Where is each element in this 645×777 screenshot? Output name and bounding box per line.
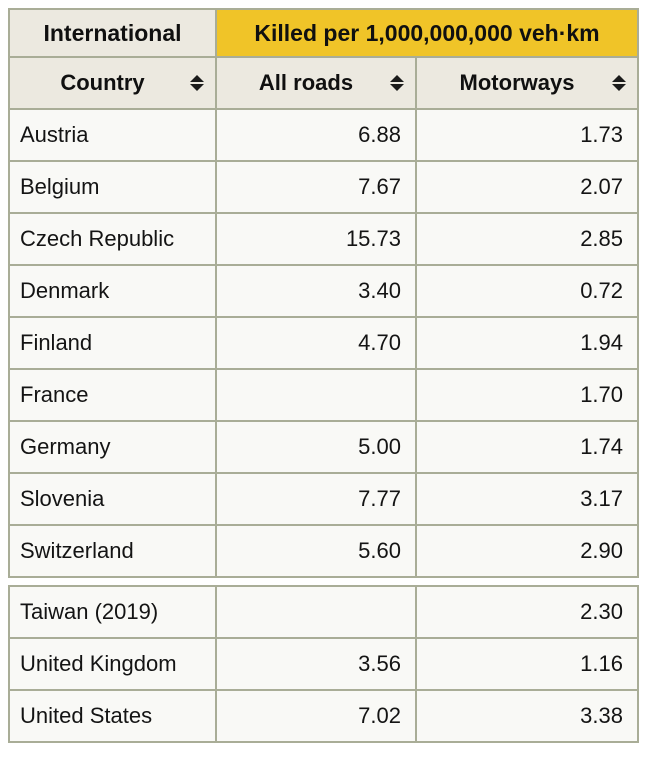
country-cell: Czech Republic xyxy=(8,212,217,266)
motorways-cell: 3.38 xyxy=(415,689,639,743)
country-cell: Denmark xyxy=(8,264,217,318)
all-roads-cell xyxy=(215,368,417,422)
country-cell: Belgium xyxy=(8,160,217,214)
sort-icon xyxy=(612,75,627,91)
table-row-switzerland: Switzerland 5.60 2.90 xyxy=(8,524,640,578)
column-header-motorways-label: Motorways xyxy=(459,70,575,95)
table-row-united-states: United States 7.02 3.38 xyxy=(8,689,639,743)
table-row-slovenia: Slovenia 7.77 3.17 xyxy=(8,472,640,526)
table-row-taiwan: Taiwan (2019) 2.30 xyxy=(8,585,639,639)
country-cell: United Kingdom xyxy=(8,637,217,691)
all-roads-cell: 5.00 xyxy=(215,420,417,474)
table-row-germany: Germany 5.00 1.74 xyxy=(8,420,640,474)
table-row-belgium: Belgium 7.67 2.07 xyxy=(8,160,640,214)
country-cell: United States xyxy=(8,689,217,743)
all-roads-cell: 7.02 xyxy=(215,689,417,743)
all-roads-cell: 3.40 xyxy=(215,264,417,318)
motorways-cell: 2.85 xyxy=(414,212,640,266)
column-header-all-roads-label: All roads xyxy=(258,70,354,95)
country-cell: Austria xyxy=(8,108,217,162)
motorways-cell: 1.73 xyxy=(414,108,640,162)
motorways-cell: 2.30 xyxy=(415,585,639,639)
all-roads-cell: 5.60 xyxy=(215,524,417,578)
table-row-france: France 1.70 xyxy=(8,368,640,422)
column-header-country[interactable]: Country xyxy=(8,56,217,110)
motorways-cell: 1.16 xyxy=(415,637,639,691)
all-roads-cell: 15.73 xyxy=(215,212,417,266)
motorways-cell: 1.74 xyxy=(414,420,640,474)
sort-icon xyxy=(190,75,204,91)
motorways-cell: 2.90 xyxy=(414,524,640,578)
group-header-row: International Killed per 1,000,000,000 v… xyxy=(8,8,640,58)
group-header-international: International xyxy=(8,8,217,58)
all-roads-cell: 4.70 xyxy=(215,316,417,370)
table-row-austria: Austria 6.88 1.73 xyxy=(8,108,640,162)
fatality-rate-table-lower: Taiwan (2019) 2.30 United Kingdom 3.56 1… xyxy=(8,585,639,743)
all-roads-cell xyxy=(215,585,417,639)
sort-icon xyxy=(390,75,404,91)
all-roads-cell: 3.56 xyxy=(215,637,417,691)
column-header-row: Country All roads Motorways xyxy=(8,56,640,110)
country-cell: Germany xyxy=(8,420,217,474)
motorways-cell: 3.17 xyxy=(414,472,640,526)
table-row-denmark: Denmark 3.40 0.72 xyxy=(8,264,640,318)
motorways-cell: 2.07 xyxy=(414,160,640,214)
country-cell: Switzerland xyxy=(8,524,217,578)
all-roads-cell: 6.88 xyxy=(215,108,417,162)
country-cell: Finland xyxy=(8,316,217,370)
table-row-finland: Finland 4.70 1.94 xyxy=(8,316,640,370)
column-header-country-label: Country xyxy=(60,70,145,95)
group-header-killed-per-veh-km: Killed per 1,000,000,000 veh·km xyxy=(214,8,640,58)
table-row-czech-republic: Czech Republic 15.73 2.85 xyxy=(8,212,640,266)
column-header-motorways[interactable]: Motorways xyxy=(414,56,640,110)
country-cell: France xyxy=(8,368,217,422)
country-cell: Taiwan (2019) xyxy=(8,585,217,639)
table-row-united-kingdom: United Kingdom 3.56 1.16 xyxy=(8,637,639,691)
all-roads-cell: 7.77 xyxy=(215,472,417,526)
motorways-cell: 1.70 xyxy=(414,368,640,422)
motorways-cell: 1.94 xyxy=(414,316,640,370)
country-cell: Slovenia xyxy=(8,472,217,526)
column-header-all-roads[interactable]: All roads xyxy=(215,56,417,110)
motorways-cell: 0.72 xyxy=(414,264,640,318)
fatality-rate-table-upper: International Killed per 1,000,000,000 v… xyxy=(8,8,640,578)
all-roads-cell: 7.67 xyxy=(215,160,417,214)
